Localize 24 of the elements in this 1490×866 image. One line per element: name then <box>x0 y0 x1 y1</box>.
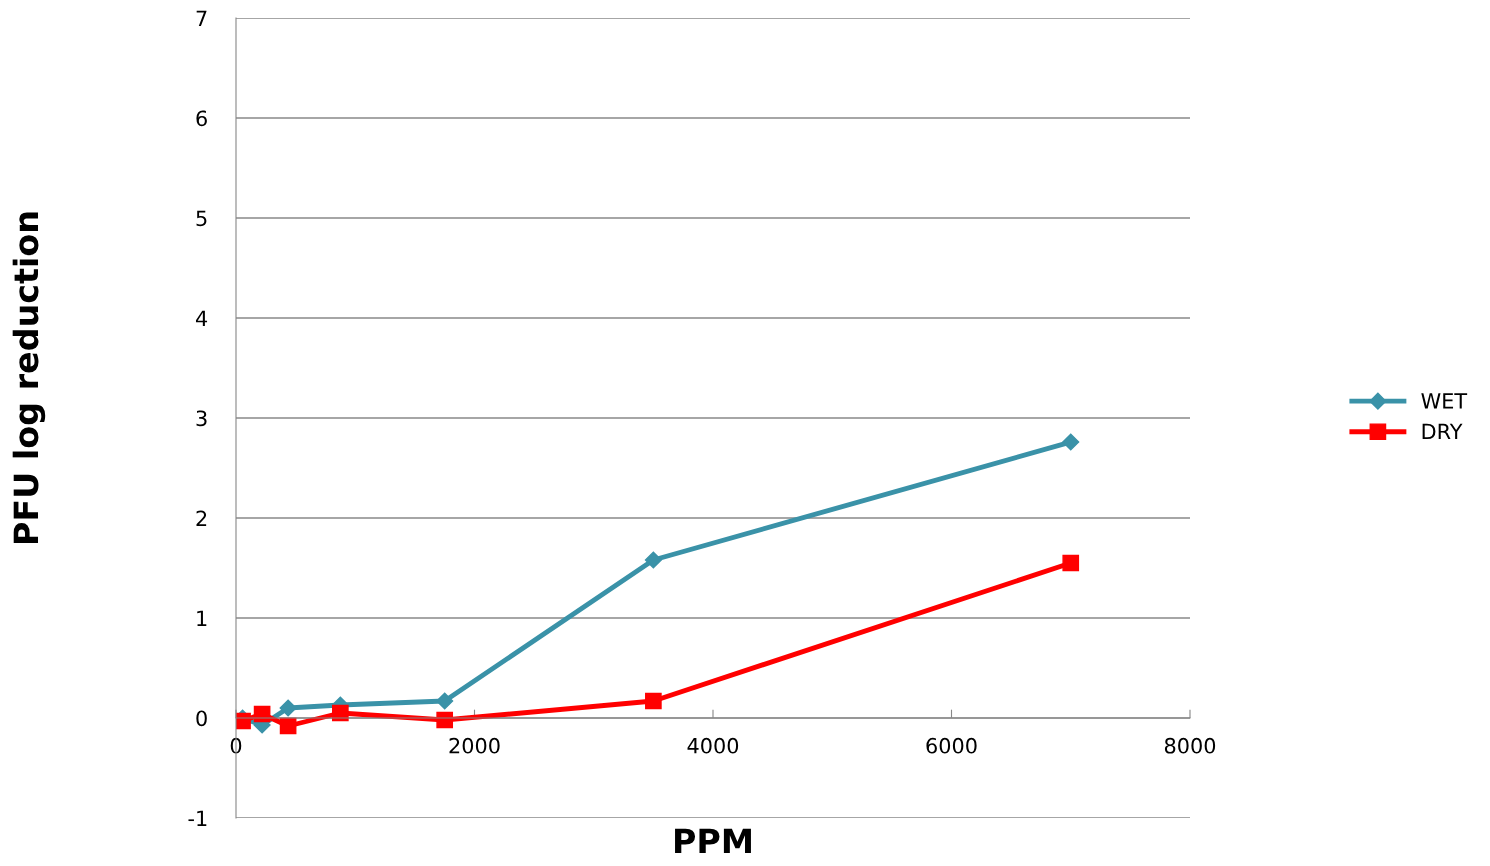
x-tick-label: 4000 <box>687 737 739 754</box>
legend-label: WET <box>1421 393 1468 409</box>
point <box>1062 554 1080 572</box>
y-tick-label: -1 <box>188 810 207 826</box>
x-tick-label: 2000 <box>449 737 500 754</box>
point <box>279 699 297 717</box>
y-tick-label: 4 <box>195 310 208 326</box>
x-tick-label: 8000 <box>1164 737 1216 754</box>
legend-label: DRY <box>1422 423 1463 440</box>
y-tick-label: 0 <box>196 710 207 727</box>
point <box>436 692 454 710</box>
point <box>645 692 662 710</box>
x-tick-label: 6000 <box>926 737 977 754</box>
y-tick-label: 7 <box>196 10 207 26</box>
x-tick-label: 0 <box>230 737 242 754</box>
point <box>644 551 662 569</box>
y-tick-label: 3 <box>196 410 207 427</box>
y-axis-title: PFU log reduction <box>12 212 46 543</box>
y-tick-label: 5 <box>196 210 207 227</box>
point <box>1062 433 1080 451</box>
y-tick-label: 6 <box>196 110 207 127</box>
y-tick-label: 2 <box>196 510 207 526</box>
x-axis-title: PPM <box>675 828 751 853</box>
y-tick-label: 1 <box>197 610 207 626</box>
